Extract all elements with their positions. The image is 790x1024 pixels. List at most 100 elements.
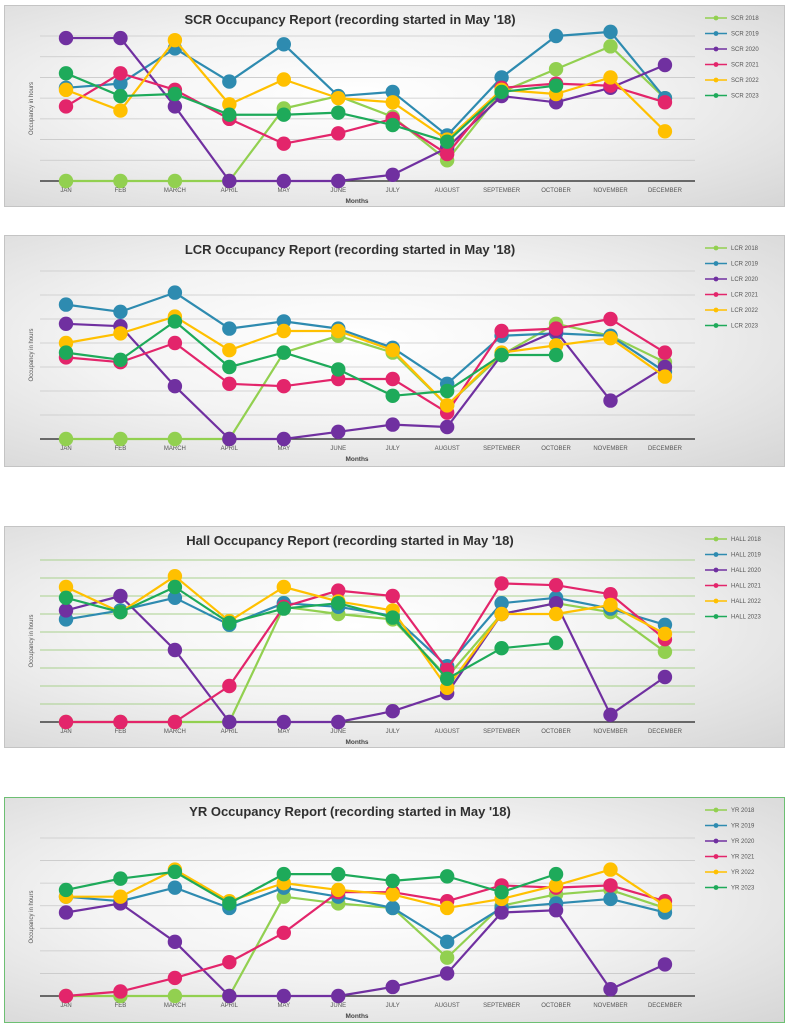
series-group <box>58 32 673 147</box>
legend-label: SCR 2021 <box>731 63 759 69</box>
data-point <box>113 605 128 620</box>
legend-label: HALL 2018 <box>731 537 761 543</box>
series-group <box>58 66 564 149</box>
data-point <box>331 882 346 898</box>
legend-marker <box>713 598 719 604</box>
series-line <box>65 291 666 385</box>
series-group <box>58 864 564 911</box>
y-axis-label: Occupancy in hours <box>29 890 35 943</box>
data-point <box>113 66 128 81</box>
data-point <box>385 117 400 133</box>
data-point <box>603 707 618 722</box>
series-group <box>58 862 673 916</box>
x-tick-label: FEB <box>115 446 127 452</box>
x-tick-label: JULY <box>386 446 400 452</box>
data-point <box>113 984 128 999</box>
series-line <box>65 30 666 137</box>
x-tick-label: NOVEMBER <box>593 729 628 735</box>
legend-label: LCR 2021 <box>731 293 759 299</box>
data-point <box>167 880 183 895</box>
data-point <box>276 601 291 616</box>
data-point <box>385 900 400 916</box>
data-point <box>58 99 74 114</box>
data-point <box>385 84 400 100</box>
data-point <box>548 596 564 611</box>
data-point <box>439 134 455 149</box>
series-line <box>65 320 557 397</box>
x-axis-label: Months <box>345 456 368 463</box>
x-tick-label: MAY <box>278 729 291 735</box>
data-point <box>276 136 291 151</box>
data-point <box>58 590 74 605</box>
legend-label: HALL 2023 <box>731 615 761 621</box>
data-point <box>494 347 509 363</box>
data-point <box>603 331 618 346</box>
legend-label: LCR 2022 <box>731 308 759 314</box>
data-point <box>276 173 291 189</box>
data-point <box>385 704 400 719</box>
series-group <box>58 579 564 686</box>
data-point <box>331 424 346 439</box>
data-point <box>494 884 509 900</box>
legend-marker <box>713 869 719 875</box>
series-line <box>66 868 666 910</box>
data-point <box>113 326 128 341</box>
data-point <box>167 32 183 48</box>
data-point <box>657 369 673 384</box>
x-tick-label: JUNE <box>330 729 346 735</box>
data-point <box>222 343 237 358</box>
series-line <box>66 322 666 441</box>
data-point <box>113 88 128 104</box>
series-line <box>65 39 666 141</box>
data-point <box>439 146 455 162</box>
data-point <box>548 321 564 336</box>
data-point <box>439 966 455 981</box>
data-point <box>113 871 128 886</box>
data-point <box>58 714 74 730</box>
data-point <box>603 862 618 877</box>
data-point <box>222 321 237 336</box>
data-point <box>603 587 618 602</box>
data-point <box>657 898 673 913</box>
data-point <box>385 167 400 182</box>
data-point <box>222 359 237 375</box>
x-tick-label: MARCH <box>164 188 186 194</box>
legend-marker <box>713 77 719 83</box>
legend-label: LCR 2023 <box>731 324 759 330</box>
series-line <box>66 45 666 183</box>
series-line <box>65 594 666 724</box>
series-group <box>58 66 673 162</box>
data-point <box>222 678 237 694</box>
data-point <box>494 905 509 920</box>
data-point <box>222 896 237 911</box>
data-point <box>331 126 346 141</box>
data-point <box>167 335 183 351</box>
legend-label: YR 2021 <box>731 855 755 861</box>
data-point <box>548 903 564 918</box>
y-axis-label: Occupancy in hours <box>29 82 35 135</box>
data-point <box>167 714 183 730</box>
series-line <box>65 886 666 943</box>
legend-label: YR 2023 <box>731 886 755 892</box>
data-point <box>113 889 128 904</box>
series-line <box>65 322 666 441</box>
data-point <box>58 316 74 331</box>
x-tick-label: JUNE <box>330 188 346 194</box>
data-point <box>603 878 618 893</box>
x-tick-label: APRIL <box>221 446 239 452</box>
data-point <box>167 431 183 447</box>
x-tick-label: APRIL <box>221 188 239 194</box>
data-point <box>58 603 74 618</box>
legend-marker <box>713 536 719 542</box>
data-point <box>222 988 237 1004</box>
x-tick-label: MARCH <box>164 446 186 452</box>
series-line <box>65 902 666 998</box>
data-point <box>113 714 128 730</box>
x-tick-label: DECEMBER <box>648 729 683 735</box>
data-point <box>603 39 618 54</box>
x-tick-label: JUNE <box>330 446 346 452</box>
data-point <box>494 323 509 339</box>
data-point <box>385 95 400 110</box>
y-axis-label: Occupancy in hours <box>29 328 35 381</box>
data-point <box>222 173 237 189</box>
